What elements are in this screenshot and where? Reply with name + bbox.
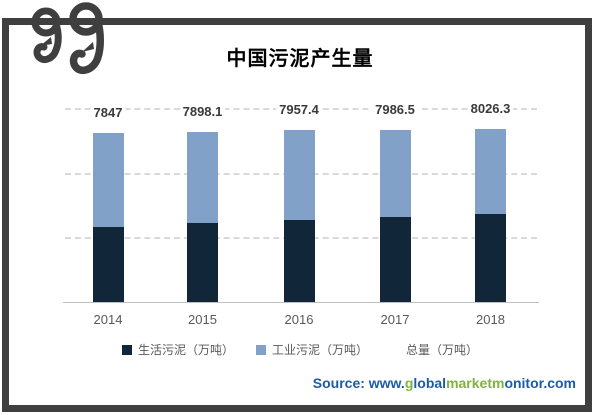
bar-industrial-2014 <box>92 132 124 227</box>
brand-logo <box>28 0 122 82</box>
total-label-2016: 7957.4 <box>276 101 322 120</box>
frame-border <box>2 18 592 412</box>
x-axis-line <box>63 302 539 303</box>
bar-domestic-2014 <box>92 226 124 302</box>
x-axis-label-2015: 2015 <box>188 312 217 327</box>
bar-domestic-2018 <box>475 213 506 302</box>
legend-item-industrial-sludge: 工业污泥（万吨） <box>255 341 368 358</box>
legend-label-domestic-sludge: 生活污泥（万吨） <box>137 343 234 357</box>
double-e-swan-icon <box>31 2 104 75</box>
bar-industrial-2015 <box>187 131 218 224</box>
total-label-2018: 8026.3 <box>467 99 514 118</box>
source-segment-2: lobal <box>413 375 447 391</box>
x-axis-label-2018: 2018 <box>476 312 505 327</box>
bar-industrial-2018 <box>475 128 506 214</box>
total-label-2015: 7898.1 <box>179 102 226 121</box>
bar-industrial-2016 <box>283 130 315 221</box>
source-segment-4: onitor.com <box>504 375 576 391</box>
legend-item-domestic-sludge: 生活污泥（万吨） <box>121 341 234 358</box>
legend-marker-total <box>390 345 400 355</box>
source-segment-1: g <box>404 375 414 391</box>
legend-marker-domestic-sludge <box>121 344 132 355</box>
total-label-2017: 7986.5 <box>372 100 418 119</box>
source-segment-0: Source: www. <box>312 375 405 391</box>
bar-domestic-2015 <box>187 223 218 302</box>
legend-item-total: 总量（万吨） <box>390 341 478 358</box>
legend-marker-industrial-sludge <box>255 344 266 355</box>
bar-domestic-2017 <box>379 217 411 302</box>
legend-label-total: 总量（万吨） <box>406 343 479 357</box>
source-line: Source: www.globalmarketmonitor.com <box>313 375 576 391</box>
bar-domestic-2016 <box>283 220 315 302</box>
total-label-2014: 7847 <box>90 103 126 122</box>
x-axis-label-2014: 2014 <box>93 312 123 327</box>
x-axis-label-2016: 2016 <box>284 312 314 327</box>
x-axis-label-2017: 2017 <box>380 312 410 327</box>
legend-label-industrial-sludge: 工业污泥（万吨） <box>271 343 368 357</box>
legend: 生活污泥（万吨） 工业污泥（万吨） 总量（万吨） <box>0 341 600 358</box>
bar-industrial-2017 <box>379 129 411 218</box>
source-segment-3: marketm <box>446 375 505 391</box>
chart-title: 中国污泥产生量 <box>226 48 374 70</box>
